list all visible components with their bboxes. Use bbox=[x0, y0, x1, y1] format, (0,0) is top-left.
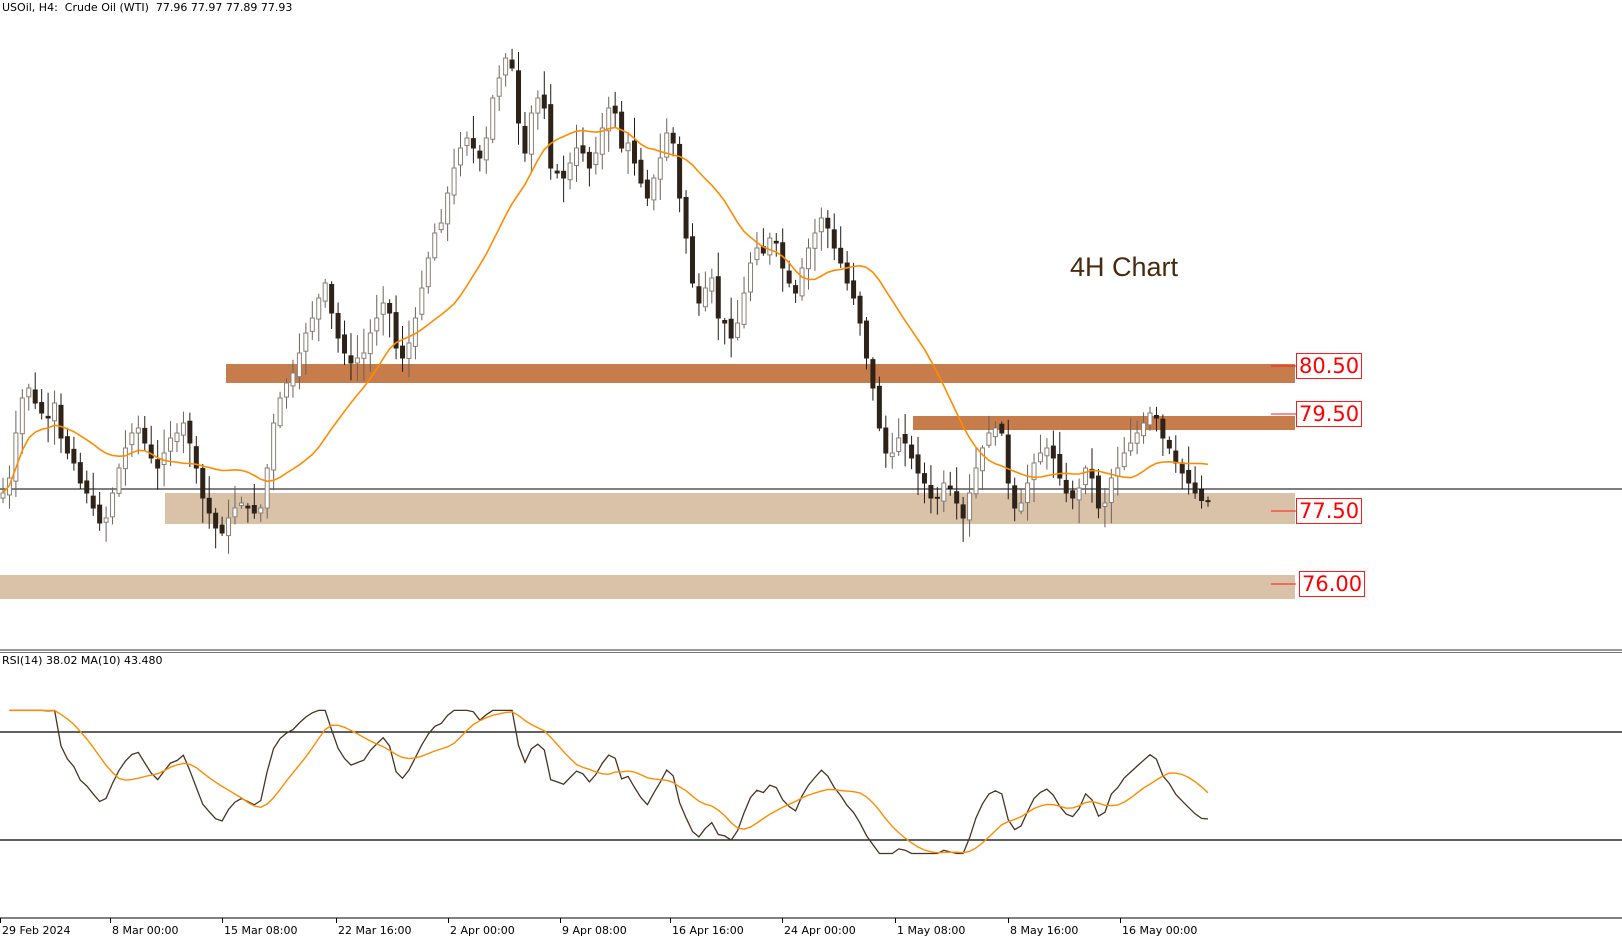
zone-76-00 bbox=[0, 575, 1295, 599]
level-label-79-50: 79.50 bbox=[1296, 401, 1363, 427]
level-label-80-50: 80.50 bbox=[1296, 353, 1363, 379]
x-tick-label: 8 Mar 00:00 bbox=[112, 924, 179, 937]
rsi-header: RSI(14) 38.02 MA(10) 43.480 bbox=[2, 654, 163, 667]
x-tick-label: 16 Apr 16:00 bbox=[672, 924, 744, 937]
zone-79-50 bbox=[913, 416, 1295, 430]
x-tick-label: 16 May 00:00 bbox=[1122, 924, 1198, 937]
rsi-ma-line bbox=[9, 709, 1209, 854]
x-tick bbox=[560, 918, 561, 923]
x-tick bbox=[448, 918, 449, 923]
level-label-76-00: 76.00 bbox=[1299, 571, 1366, 597]
rsi-line bbox=[9, 709, 1209, 855]
x-tick-label: 29 Feb 2024 bbox=[2, 924, 71, 937]
level-tick-marks bbox=[1271, 365, 1296, 585]
x-tick-label: 1 May 08:00 bbox=[897, 924, 966, 937]
candlesticks bbox=[0, 48, 1211, 554]
zone-80-50 bbox=[226, 364, 1295, 383]
zone-77-50 bbox=[165, 493, 1295, 524]
x-tick bbox=[336, 918, 337, 923]
x-tick bbox=[222, 918, 223, 923]
x-tick bbox=[782, 918, 783, 923]
x-tick-label: 24 Apr 00:00 bbox=[784, 924, 856, 937]
x-tick-label: 22 Mar 16:00 bbox=[338, 924, 412, 937]
moving-average-line bbox=[2, 126, 1209, 494]
x-tick bbox=[670, 918, 671, 923]
x-tick-label: 9 Apr 08:00 bbox=[562, 924, 627, 937]
x-tick-label: 15 Mar 08:00 bbox=[224, 924, 298, 937]
x-tick bbox=[1120, 918, 1121, 923]
x-tick-label: 2 Apr 00:00 bbox=[450, 924, 515, 937]
level-label-77-50: 77.50 bbox=[1296, 498, 1363, 524]
x-tick-label: 8 May 16:00 bbox=[1010, 924, 1079, 937]
chart-header: USOil, H4: Crude Oil (WTI) 77.96 77.97 7… bbox=[2, 1, 293, 14]
x-tick bbox=[110, 918, 111, 923]
x-tick bbox=[0, 918, 1, 923]
support-resistance-zones bbox=[0, 364, 1295, 599]
x-tick bbox=[895, 918, 896, 923]
timeframe-annotation: 4H Chart bbox=[1070, 252, 1179, 282]
x-tick bbox=[1008, 918, 1009, 923]
